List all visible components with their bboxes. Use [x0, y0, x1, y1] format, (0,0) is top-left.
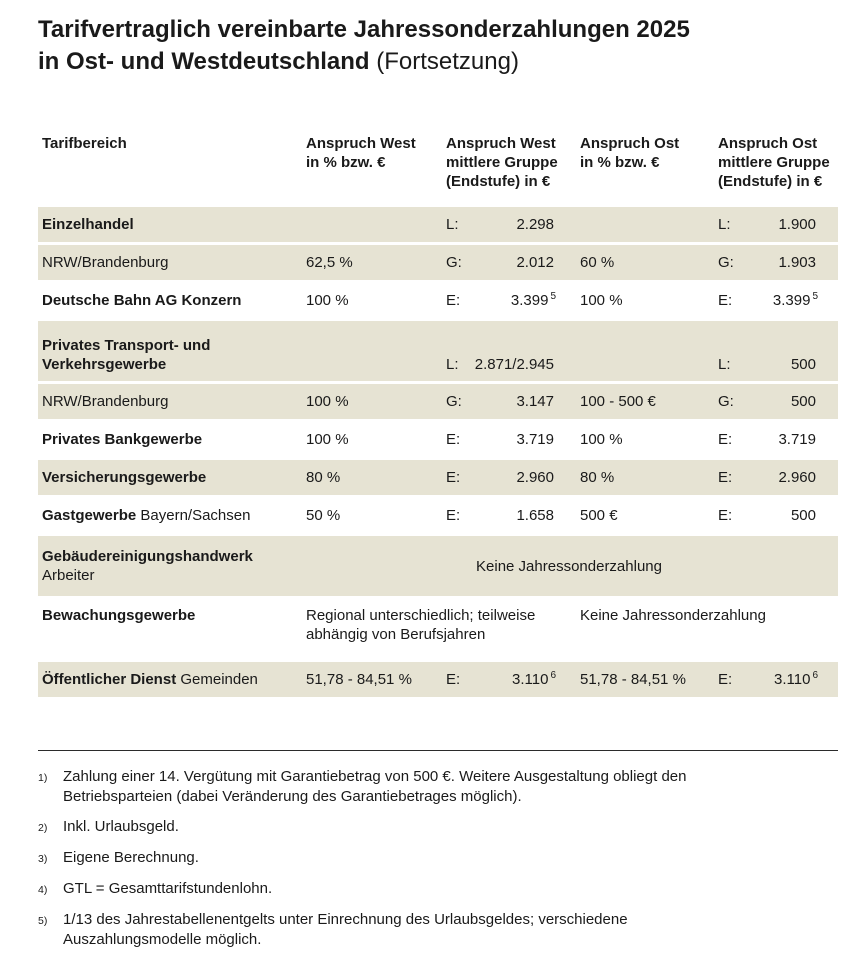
footnotes-section: 1) Zahlung einer 14. Vergütung mit Garan… — [38, 767, 838, 960]
cell-west-percent: 100 % — [306, 292, 349, 309]
footnote-5: 5) 1/13 des Jahrestabellenentgelts unter… — [38, 910, 838, 950]
footnote-marker: 4) — [38, 884, 48, 896]
cell-ost-percent: 51,78 - 84,51 % — [580, 671, 686, 688]
cell-ost-percent: 100 - 500 € — [580, 393, 656, 410]
cell-west-percent: 51,78 - 84,51 % — [306, 671, 412, 688]
footnote-1: 1) Zahlung einer 14. Vergütung mit Garan… — [38, 767, 838, 807]
cell-ost-group: G: 1.903 — [718, 254, 816, 271]
cell-west-group: L: 2.298 — [446, 216, 554, 233]
row-label: Öffentlicher Dienst Gemeinden — [42, 671, 258, 688]
row-label: Privates Bankgewerbe — [42, 431, 203, 448]
header-anspruch-west-percent: Anspruch West in % bzw. € — [306, 135, 416, 171]
cell-west-group: E: 1.658 — [446, 507, 554, 524]
cell-west-group: E: 3.110 6 — [446, 670, 556, 689]
header-anspruch-ost-mittlere: Anspruch Ost mittlere Gruppe (Endstufe) … — [718, 135, 830, 190]
cell-span-keine-jahressonderzahlung: Keine Jahressonderzahlung — [476, 557, 662, 575]
footnote-divider — [38, 750, 838, 751]
cell-west-percent: 62,5 % — [306, 254, 353, 271]
row-label: Gastgewerbe Bayern/Sachsen — [42, 507, 251, 524]
row-label: Privates Transport- und Verkehrsgewerbe — [42, 337, 211, 373]
cell-ost-group: G: 500 — [718, 393, 816, 410]
payments-table: Tarifbereich Anspruch West in % bzw. € A… — [38, 134, 838, 700]
row-label: Gebäudereinigungshandwerk Arbeiter — [42, 548, 253, 584]
row-label: NRW/Brandenburg — [42, 254, 169, 271]
footnote-3: 3) Eigene Berechnung. — [38, 848, 838, 869]
footnote-marker: 2) — [38, 822, 48, 834]
cell-west-group: E: 3.719 — [446, 431, 554, 448]
cell-ost-group: E: 2.960 — [718, 469, 816, 486]
row-label: Deutsche Bahn AG Konzern — [42, 292, 242, 309]
cell-ost-group: E: 3.110 6 — [718, 670, 818, 689]
cell-ost-percent: 100 % — [580, 292, 623, 309]
cell-west-group: E: 3.399 5 — [446, 291, 556, 310]
page-title-line2: in Ost- und Westdeutschland (Fortsetzung… — [38, 48, 519, 75]
cell-ost-group: L: 1.900 — [718, 216, 816, 233]
header-tarifbereich: Tarifbereich — [42, 135, 127, 152]
cell-ost-group: E: 500 — [718, 507, 816, 524]
cell-west-percent: 50 % — [306, 507, 341, 524]
header-anspruch-ost-percent: Anspruch Ost in % bzw. € — [580, 135, 680, 171]
footnote-marker: 3) — [38, 853, 48, 865]
footnote-text: GTL = Gesamttarifstundenlohn. — [63, 880, 273, 897]
footnote-text: Eigene Berechnung. — [63, 849, 199, 866]
header-anspruch-west-mittlere: Anspruch West mittlere Gruppe (Endstufe)… — [446, 135, 558, 190]
footnote-marker: 5) — [38, 915, 48, 927]
cell-west-percent: 100 % — [306, 431, 349, 448]
cell-span-ost-note: Keine Jahressonderzahlung — [580, 607, 766, 624]
row-label: Bewachungsgewerbe — [42, 607, 196, 624]
page-title-line1: Tarifvertraglich vereinbarte Jahressonde… — [38, 16, 690, 43]
table-row-gebaeudereinigung: Gebäudereinigungshandwerk Arbeiter Keine … — [38, 536, 838, 596]
cell-west-percent: 100 % — [306, 393, 349, 410]
row-label: Versicherungsgewerbe — [42, 469, 207, 486]
cell-ost-percent: 80 % — [580, 469, 615, 486]
footnote-marker: 1) — [38, 772, 48, 784]
table-row-deutsche-bahn: Deutsche Bahn AG Konzern 100 % E: 3.399 5 … — [38, 283, 838, 318]
table-header-row: Tarifbereich Anspruch West in % bzw. € A… — [38, 134, 838, 207]
footnote-text: Inkl. Urlaubsgeld. — [63, 818, 179, 835]
table-row-oeffentlicher-dienst: Öffentlicher Dienst Gemeinden 51,78 - 84… — [38, 662, 838, 697]
cell-ost-group: L: 500 — [718, 356, 816, 373]
row-label: Einzelhandel — [42, 216, 134, 233]
cell-ost-percent: 60 % — [580, 254, 615, 271]
cell-ost-percent: 100 % — [580, 431, 623, 448]
table-row-einzelhandel: Einzelhandel L: 2.298 L: 1.900 — [38, 207, 838, 242]
cell-span-west-note: Regional unterschiedlich; teilweise abhä… — [306, 607, 536, 643]
table-row-gastgewerbe: Gastgewerbe Bayern/Sachsen 50 % E: 1.658 … — [38, 498, 838, 533]
cell-west-group: E: 2.960 — [446, 469, 554, 486]
table-row-privates-transport: Privates Transport- und Verkehrsgewerbe … — [38, 321, 838, 381]
cell-ost-group: E: 3.399 5 — [718, 291, 818, 310]
table-row-privates-bankgewerbe: Privates Bankgewerbe 100 % E: 3.719 100 %… — [38, 422, 838, 457]
cell-ost-percent: 500 € — [580, 507, 618, 524]
table-row-nrw-brandenburg-2: NRW/Brandenburg 100 % G: 3.147 100 - 500 … — [38, 384, 838, 419]
table-row-nrw-brandenburg: NRW/Brandenburg 62,5 % G: 2.012 60 % G: 1.… — [38, 245, 838, 280]
table-row-bewachungsgewerbe: Bewachungsgewerbe Regional unterschiedli… — [38, 599, 838, 659]
cell-west-group: G: 2.012 — [446, 254, 554, 271]
footnote-text: 1/13 des Jahrestabellenentgelts unter Ei… — [63, 911, 628, 948]
document-page: Tarifvertraglich vereinbarte Jahressonde… — [38, 14, 838, 948]
footnote-2: 2) Inkl. Urlaubsgeld. — [38, 817, 838, 838]
row-label: NRW/Brandenburg — [42, 393, 169, 410]
cell-ost-group: E: 3.719 — [718, 431, 816, 448]
cell-west-group: G: 3.147 — [446, 393, 554, 410]
footnote-4: 4) GTL = Gesamttarifstundenlohn. — [38, 879, 838, 900]
cell-west-group: L: 2.871/2.945 — [446, 356, 554, 373]
table-row-versicherungsgewerbe: Versicherungsgewerbe 80 % E: 2.960 80 % E… — [38, 460, 838, 495]
footnote-text: Zahlung einer 14. Vergütung mit Garantie… — [63, 768, 687, 805]
cell-west-percent: 80 % — [306, 469, 341, 486]
page-title: Tarifvertraglich vereinbarte Jahressonde… — [38, 14, 838, 78]
